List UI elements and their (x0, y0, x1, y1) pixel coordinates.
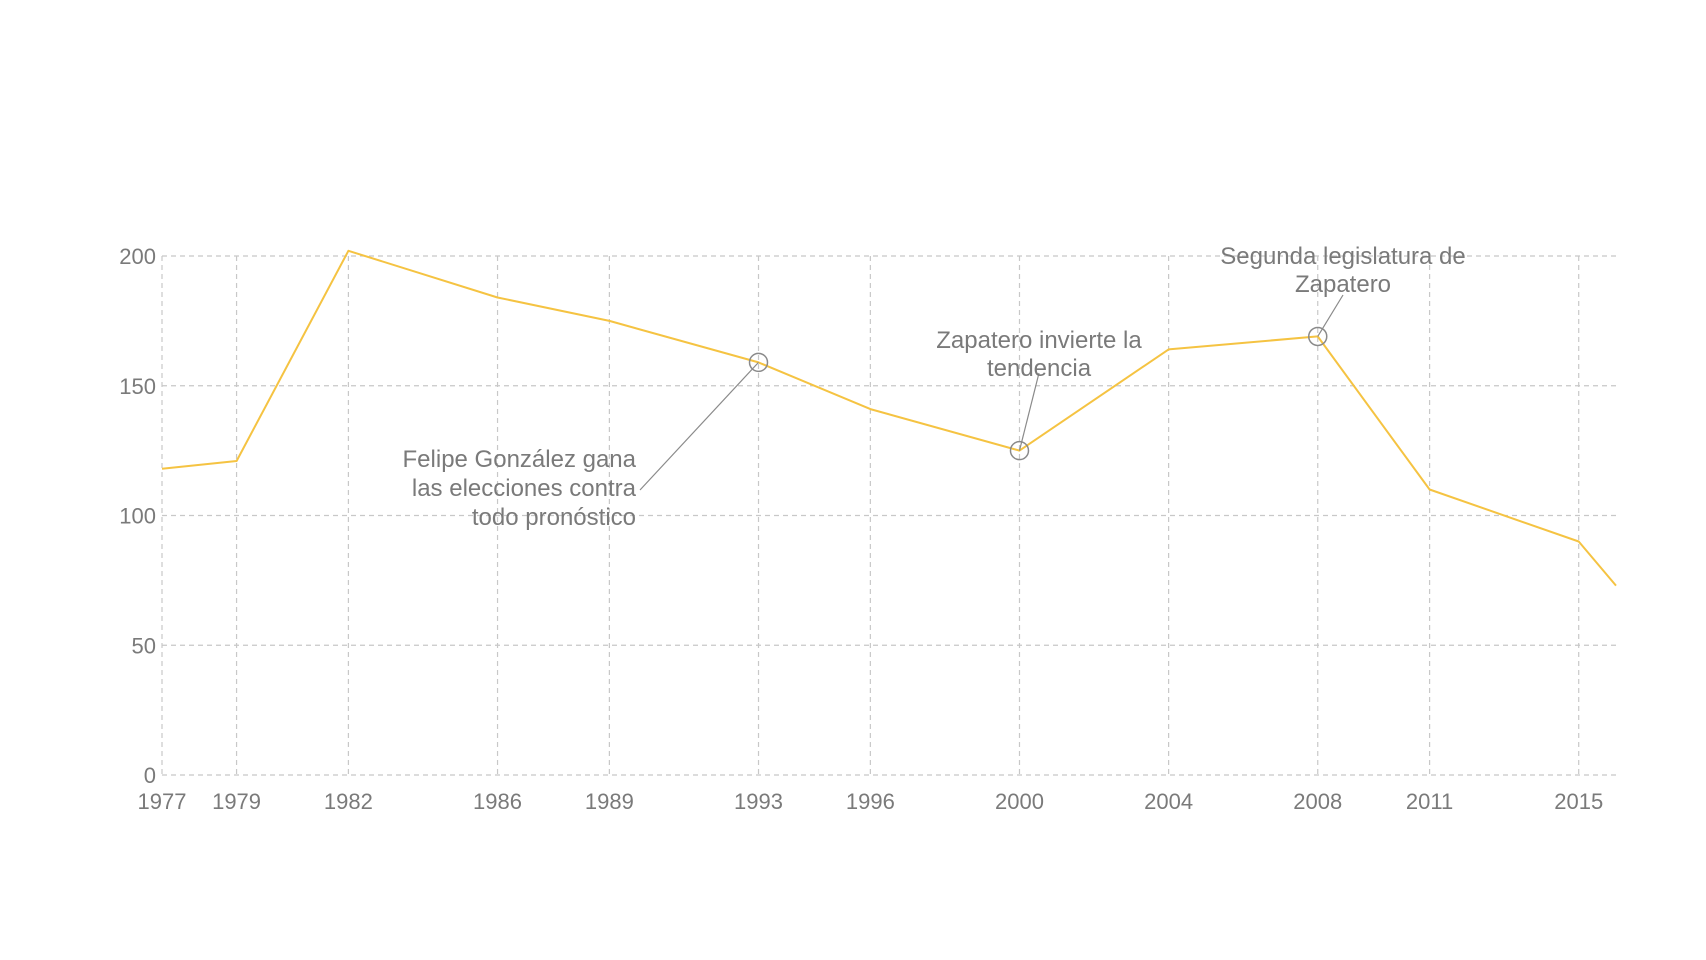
annotation-marker (1307, 326, 1328, 347)
x-tick-label: 1977 (138, 789, 187, 814)
x-tick-label: 2008 (1293, 789, 1342, 814)
y-tick-label: 150 (119, 374, 156, 399)
annotation-leader-line (1317, 294, 1344, 337)
y-tick-label: 100 (119, 504, 156, 529)
y-tick-label: 50 (132, 633, 156, 658)
x-tick-label: 1996 (846, 789, 895, 814)
annotation-label: Zapatero (1295, 271, 1391, 298)
x-tick-label: 1982 (324, 789, 373, 814)
x-tick-label: 2015 (1554, 789, 1603, 814)
x-tick-label: 2004 (1144, 789, 1193, 814)
annotation-label: tendencia (987, 355, 1092, 382)
y-tick-label: 200 (119, 244, 156, 269)
annotation-leader-line (639, 361, 759, 491)
series-lines (161, 249, 1617, 587)
annotation-marker (1009, 440, 1030, 461)
annotation-marker (748, 352, 769, 373)
annotation-label: Zapatero invierte la (936, 327, 1142, 354)
x-tick-label: 1993 (734, 789, 783, 814)
annotation-leader-line (1018, 372, 1040, 451)
x-tick-label: 1979 (212, 789, 261, 814)
annotation-label: las elecciones contra (412, 475, 637, 502)
annotation-label: todo pronóstico (472, 504, 636, 531)
grid (161, 255, 1616, 776)
y-tick-label: 0 (144, 763, 156, 788)
x-axis-tick-labels: 1977 1979 1982 1986 1989 1993 1996 2000 2004 2008… (138, 789, 1604, 814)
x-tick-label: 1989 (585, 789, 634, 814)
y-axis-tick-labels: 0 50 100 150 200 (119, 244, 156, 788)
series-line (161, 249, 1617, 587)
x-tick-label: 1986 (473, 789, 522, 814)
annotation-label: Felipe González gana (403, 446, 637, 473)
x-tick-label: 2011 (1406, 789, 1453, 814)
x-tick-label: 2000 (995, 789, 1044, 814)
annotation-label: Segunda legislatura de (1220, 243, 1466, 270)
